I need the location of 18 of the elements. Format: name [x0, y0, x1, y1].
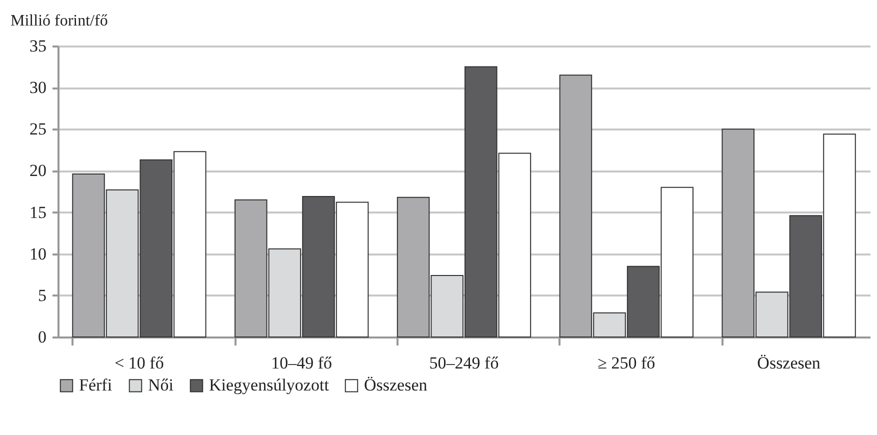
legend-label: Összesen	[364, 376, 428, 395]
y-axis-title: Millió forint/fő	[10, 12, 108, 30]
y-tick-label: 10	[30, 244, 46, 264]
x-tick-label: 10–49 fő	[271, 354, 332, 372]
x-tick-label: ≥ 250 fő	[598, 354, 656, 372]
y-tick-label: 15	[30, 202, 46, 222]
legend-label: Női	[148, 376, 174, 395]
y-tick-label: 0	[38, 328, 46, 346]
x-tick-label: Összesen	[757, 354, 821, 372]
legend-label: Férfi	[79, 376, 112, 395]
y-tick-label: 30	[30, 78, 46, 98]
x-tick-label: 50–249 fő	[429, 354, 499, 372]
y-tick-label: 25	[30, 120, 46, 139]
y-tick-label: 5	[38, 286, 46, 305]
y-tick-label: 20	[30, 161, 46, 180]
legend-label: Kiegyensúlyozott	[209, 376, 330, 395]
x-tick-label: < 10 fő	[114, 354, 164, 372]
y-tick-label: 35	[30, 36, 46, 56]
